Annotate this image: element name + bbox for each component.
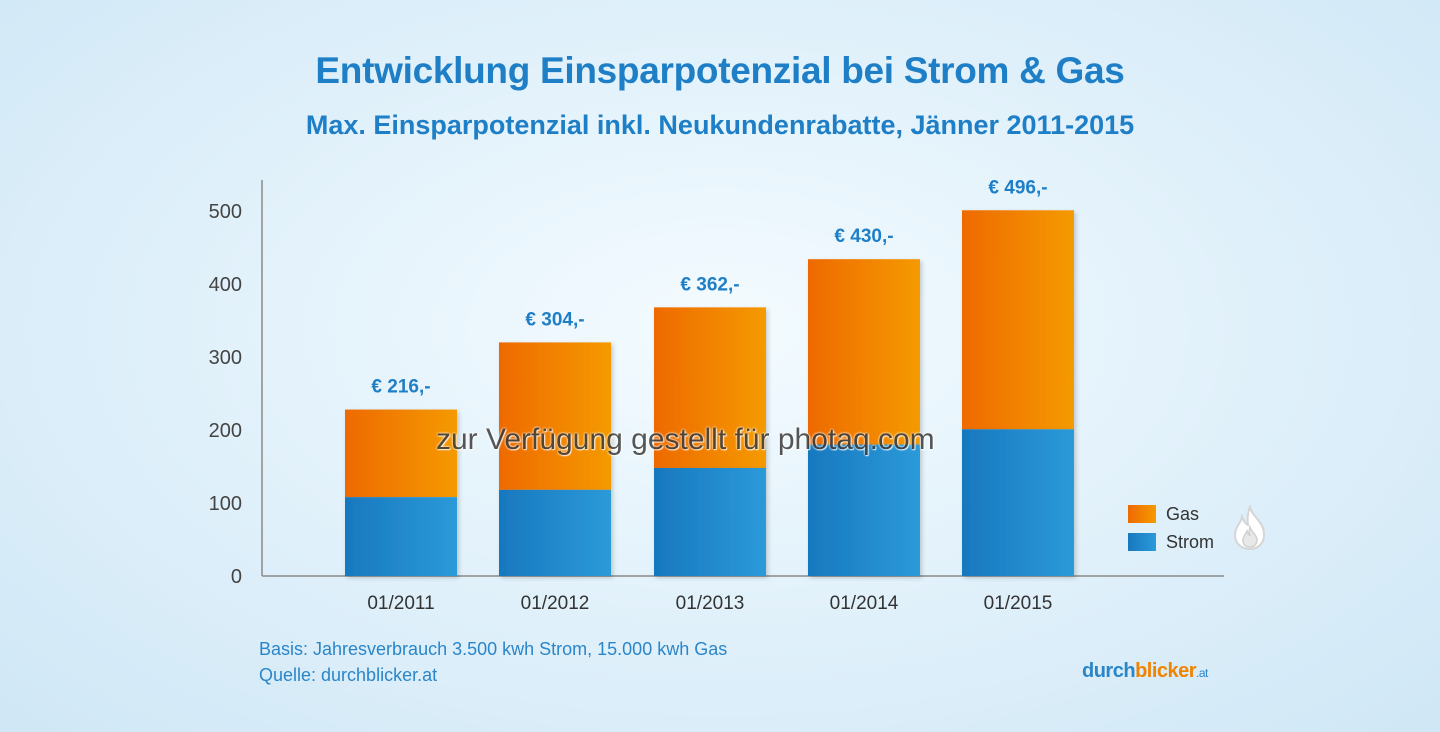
bar-strom (808, 444, 920, 576)
logo-part-2: blicker (1135, 660, 1197, 682)
logo-part-1: durch (1082, 660, 1136, 682)
bar-strom (345, 497, 457, 576)
legend-swatch-strom (1128, 533, 1156, 551)
bar-gas (654, 307, 766, 468)
legend-swatch-gas (1128, 505, 1156, 523)
y-tick-label: 200 (209, 420, 242, 442)
y-tick-label: 400 (209, 274, 242, 296)
x-tick-label: 01/2011 (367, 593, 434, 614)
bar-gas (962, 210, 1074, 430)
data-label-total: € 216,- (371, 377, 430, 398)
y-tick-label: 500 (209, 201, 242, 223)
y-tick-label: 300 (209, 347, 242, 369)
durchblicker-logo: durchblicker.at (1082, 660, 1208, 683)
x-tick-label: 01/2012 (521, 593, 590, 614)
legend: Gas Strom (1128, 500, 1214, 556)
bar-strom (499, 489, 611, 576)
source-note: Quelle: durchblicker.at (259, 665, 438, 685)
legend-item-strom: Strom (1128, 528, 1214, 556)
x-tick-label: 01/2013 (676, 593, 745, 614)
flame-icon (1233, 505, 1266, 551)
bar-gas (345, 409, 457, 498)
logo-part-3: .at (1196, 666, 1208, 680)
data-label-total: € 362,- (680, 274, 739, 295)
x-tick-label: 01/2014 (830, 593, 899, 614)
stacked-bar-chart: 0 100 200 300 400 500 € 216,- 01/2011 € 304,- 01… (209, 177, 1224, 614)
data-label-total: € 430,- (834, 226, 893, 247)
bar-strom (654, 467, 766, 576)
data-label-total: € 304,- (525, 309, 584, 330)
data-label-total: € 496,- (988, 177, 1047, 198)
chart-subtitle: Max. Einsparpotenzial inkl. Neukundenrab… (305, 110, 1135, 140)
bar-gas (499, 342, 611, 490)
y-tick-label: 100 (209, 493, 242, 515)
watermark: zur Verfügung gestellt für photaq.com (436, 423, 935, 456)
x-tick-label: 01/2015 (984, 593, 1053, 614)
legend-item-gas: Gas (1128, 500, 1214, 528)
chart-title: Entwicklung Einsparpotenzial bei Strom &… (315, 50, 1125, 91)
bar-gas (808, 259, 920, 445)
legend-label-strom: Strom (1166, 531, 1215, 552)
basis-note: Basis: Jahresverbrauch 3.500 kwh Strom, … (259, 639, 728, 659)
y-tick-label: 0 (231, 566, 242, 588)
legend-label-gas: Gas (1166, 503, 1200, 524)
bar-strom (962, 429, 1074, 576)
